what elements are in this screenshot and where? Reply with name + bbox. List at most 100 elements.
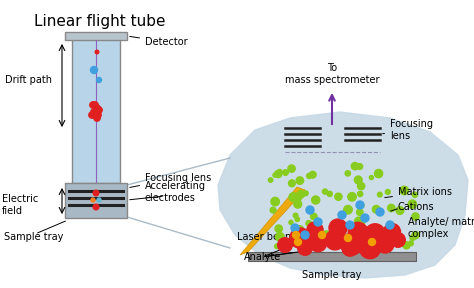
Circle shape [288,165,295,172]
Circle shape [268,178,273,182]
Circle shape [345,234,352,242]
Circle shape [97,198,101,202]
Circle shape [366,237,372,243]
Circle shape [307,173,312,179]
Text: Focusing
lens: Focusing lens [383,119,433,141]
Circle shape [374,169,383,178]
Circle shape [327,191,332,196]
Circle shape [396,206,404,215]
Circle shape [96,107,102,113]
Circle shape [311,196,320,204]
Text: Sample tray: Sample tray [4,232,64,242]
Circle shape [365,224,385,244]
Circle shape [359,237,381,259]
Circle shape [290,228,310,248]
Polygon shape [240,187,305,255]
Circle shape [89,112,95,118]
Text: Linear flight tube: Linear flight tube [34,14,166,29]
Circle shape [307,222,323,238]
Circle shape [376,235,394,253]
Circle shape [291,241,296,246]
Circle shape [369,237,376,243]
Circle shape [348,193,356,201]
Circle shape [369,175,374,179]
Circle shape [295,217,300,221]
Circle shape [358,217,365,224]
Circle shape [377,192,382,197]
Circle shape [91,198,95,202]
Circle shape [329,219,347,237]
Circle shape [278,238,292,252]
Circle shape [325,230,345,250]
Circle shape [361,214,369,222]
Circle shape [94,115,100,121]
Bar [248,252,416,261]
Circle shape [294,238,301,245]
Circle shape [348,222,368,242]
Circle shape [291,224,299,232]
Circle shape [357,191,363,196]
Circle shape [306,206,314,214]
Circle shape [356,201,364,209]
Circle shape [313,232,319,237]
Circle shape [298,241,312,255]
Circle shape [412,192,418,197]
Circle shape [95,112,101,118]
Circle shape [340,236,348,244]
Circle shape [376,208,384,216]
Circle shape [391,226,399,233]
Circle shape [358,202,364,208]
Circle shape [289,220,293,224]
Circle shape [314,218,322,226]
Circle shape [342,240,358,256]
Circle shape [277,169,282,174]
Circle shape [93,190,99,196]
Text: Analyte/ matrix
complex: Analyte/ matrix complex [400,217,474,239]
Circle shape [274,170,282,178]
Circle shape [94,105,100,111]
Circle shape [310,171,316,178]
Circle shape [299,242,305,248]
Circle shape [296,226,304,233]
Circle shape [351,162,359,170]
Circle shape [322,231,330,239]
Circle shape [333,227,338,232]
Circle shape [274,244,279,249]
Circle shape [289,193,298,202]
Circle shape [384,238,389,243]
Text: Drift path: Drift path [5,75,52,85]
Circle shape [391,233,405,247]
Circle shape [306,221,312,226]
Bar [65,32,127,40]
Circle shape [322,189,328,194]
Text: Detector: Detector [130,36,188,47]
Circle shape [313,242,320,249]
Circle shape [286,242,291,246]
Circle shape [93,204,99,210]
Circle shape [356,209,363,215]
Circle shape [357,164,363,169]
Circle shape [335,193,342,200]
Circle shape [355,217,363,226]
Text: Laser beam: Laser beam [237,232,294,242]
Circle shape [385,190,390,194]
Text: Electric
field: Electric field [2,194,38,216]
Circle shape [303,191,308,196]
Text: Sample tray: Sample tray [302,270,362,280]
Circle shape [310,234,317,241]
Circle shape [275,232,284,241]
Circle shape [309,234,327,252]
Circle shape [412,213,419,220]
Circle shape [270,207,276,213]
Text: To
mass spectrometer: To mass spectrometer [285,63,379,85]
Circle shape [310,213,317,220]
Circle shape [373,205,380,213]
Circle shape [412,232,419,239]
Circle shape [294,200,301,208]
Circle shape [345,171,350,176]
Circle shape [296,177,303,184]
Circle shape [292,232,300,238]
Circle shape [319,232,326,238]
Circle shape [344,205,352,214]
Text: Focusing lens: Focusing lens [130,173,211,187]
